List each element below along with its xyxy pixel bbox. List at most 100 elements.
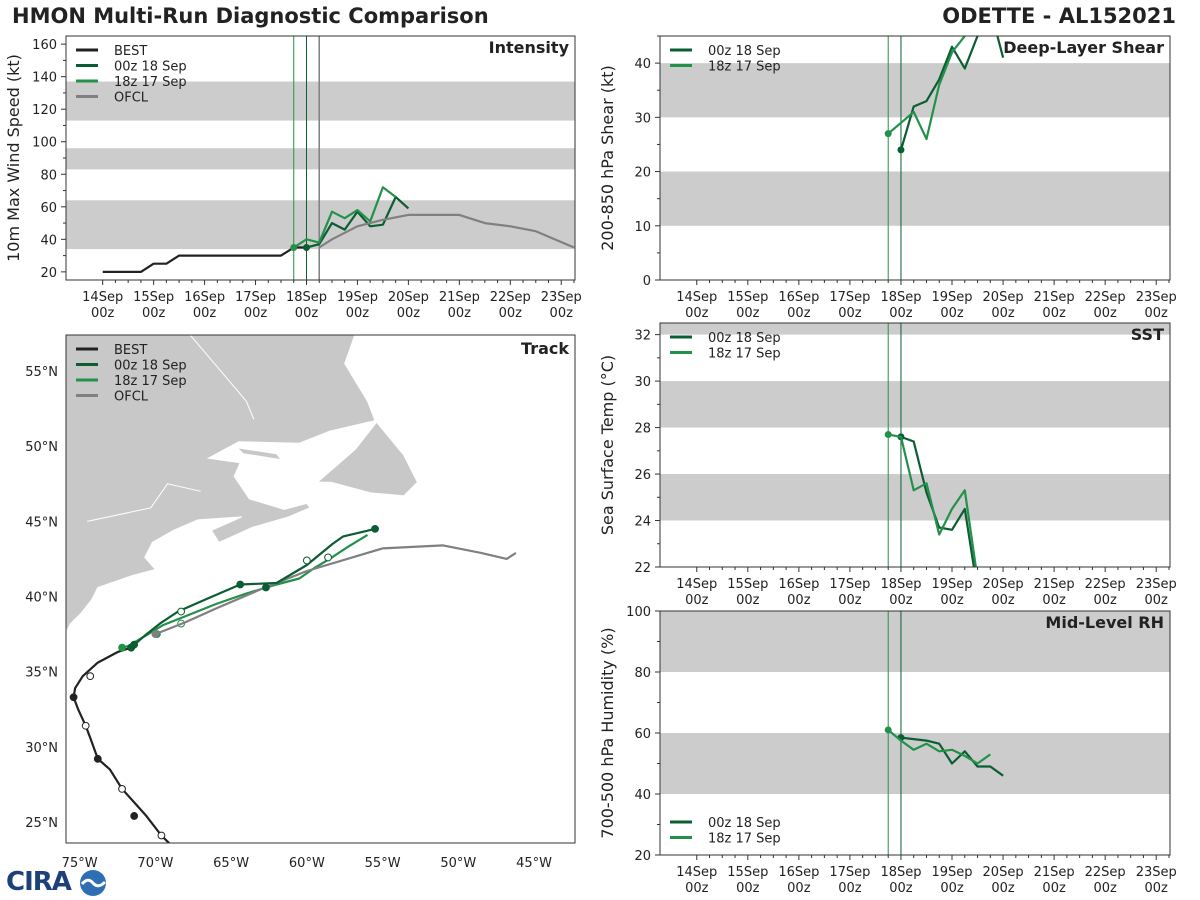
shear-xtick-day: 17Sep: [829, 290, 870, 305]
rh-xtick-day: 18Sep: [880, 865, 921, 880]
intensity-ytick-label: 120: [32, 103, 57, 118]
shear-ytick-label: 20: [634, 166, 651, 181]
sst-panel: 22242628303214Sep00z15Sep00z16Sep00z17Se…: [598, 322, 1177, 608]
rh-xtick-day: 20Sep: [983, 865, 1024, 880]
track-lon-label: 60°W: [289, 856, 325, 871]
intensity-ylabel: 10m Max Wind Speed (kt): [4, 54, 23, 262]
rh-ylabel: 700-500 hPa Humidity (%): [598, 627, 617, 838]
rh-xtick-hour: 00z: [787, 881, 811, 896]
rh-xtick-hour: 00z: [838, 881, 862, 896]
track-title: Track: [521, 339, 569, 358]
track-legend-label-run_00z: 00z 18 Sep: [114, 359, 187, 374]
rh-point-run_18z: [884, 726, 892, 734]
sst-xtick-hour: 00z: [889, 593, 913, 608]
intensity-xtick-hour: 00z: [346, 306, 370, 321]
rh-ytick-label: 20: [634, 849, 651, 864]
intensity-xtick-day: 22Sep: [490, 290, 531, 305]
land-border: [87, 483, 201, 522]
track-lat-label: 50°N: [25, 440, 58, 455]
rh-xtick-hour: 00z: [1042, 881, 1066, 896]
intensity-series-ofcl: [318, 213, 575, 249]
intensity-xtick-day: 14Sep: [82, 290, 123, 305]
page-title: HMON Multi-Run Diagnostic Comparison: [12, 4, 489, 28]
rh-title: Mid-Level RH: [1045, 613, 1164, 632]
intensity-xtick-hour: 00z: [244, 306, 268, 321]
globe-icon: [80, 870, 107, 896]
shear-point-run_18z: [884, 130, 892, 138]
sst-xtick-hour: 00z: [991, 593, 1015, 608]
track-point-run_00z: [130, 640, 139, 649]
rh-xtick-hour: 00z: [736, 881, 760, 896]
sst-xtick-day: 18Sep: [880, 577, 921, 592]
track-point-run_00z: [177, 607, 186, 616]
shear-ylabel: 200-850 hPa Shear (kt): [598, 65, 617, 251]
intensity-point-run_18z: [290, 243, 298, 251]
intensity-xtick-hour: 00z: [499, 306, 523, 321]
sst-title: SST: [1131, 325, 1164, 344]
intensity-legend-label-best: BEST: [114, 44, 147, 59]
intensity-ytick-label: 60: [40, 201, 57, 216]
shear-band-1: [660, 63, 1170, 118]
sst-band-0: [660, 474, 1170, 521]
intensity-xtick-day: 20Sep: [388, 290, 429, 305]
track-point-run_00z: [236, 580, 245, 589]
shear-title: Deep-Layer Shear: [1003, 38, 1164, 57]
shear-xtick-day: 23Sep: [1136, 290, 1177, 305]
track-lat-label: 45°N: [25, 515, 58, 530]
land-anticosti: [235, 446, 283, 461]
rh-legend-label-run_00z: 00z 18 Sep: [708, 816, 781, 831]
intensity-xtick-day: 21Sep: [439, 290, 480, 305]
rh-xtick-hour: 00z: [685, 881, 709, 896]
shear-frame: [659, 35, 1171, 281]
intensity-xtick-hour: 00z: [295, 306, 319, 321]
intensity-ytick-label: 100: [32, 136, 57, 151]
intensity-series-run_18z: [293, 186, 397, 249]
sst-frame: [659, 322, 1171, 568]
sst-series-run_18z: [887, 433, 977, 567]
sst-ytick-label: 26: [634, 468, 651, 483]
shear-xtick-hour: 00z: [838, 306, 862, 321]
rh-ytick-label: 40: [634, 788, 651, 803]
rh-panel: 2040608010014Sep00z15Sep00z16Sep00z17Sep…: [598, 605, 1177, 896]
track-point-run_18z: [118, 643, 126, 652]
intensity-xtick-day: 15Sep: [133, 290, 174, 305]
shear-panel: 01020304014Sep00z15Sep00z16Sep00z17Sep00…: [598, 35, 1177, 321]
intensity-xtick-day: 18Sep: [286, 290, 327, 305]
sst-point-run_18z: [884, 431, 892, 439]
track-lon-label: 70°W: [137, 856, 173, 871]
rh-series-run_18z: [887, 729, 991, 765]
sst-ylabel: Sea Surface Temp (°C): [598, 355, 617, 535]
shear-xtick-day: 15Sep: [727, 290, 768, 305]
track-legend-label-run_18z: 18z 17 Sep: [114, 374, 187, 389]
sst-xtick-day: 15Sep: [727, 577, 768, 592]
cira-logo-text: CIRA: [6, 867, 72, 897]
track-line-best: [72, 646, 171, 843]
intensity-xtick-hour: 00z: [142, 306, 166, 321]
intensity-title: Intensity: [489, 38, 570, 57]
sst-xtick-hour: 00z: [787, 593, 811, 608]
sst-xtick-hour: 00z: [685, 593, 709, 608]
shear-xtick-hour: 00z: [991, 306, 1015, 321]
track-lon-label: 65°W: [213, 856, 249, 871]
track-lon-label: 55°W: [365, 856, 401, 871]
rh-xtick-day: 15Sep: [727, 865, 768, 880]
land-border: [189, 335, 255, 420]
shear-xtick-hour: 00z: [787, 306, 811, 321]
intensity-ytick-label: 40: [40, 233, 57, 248]
shear-xtick-hour: 00z: [736, 306, 760, 321]
shear-xtick-day: 19Sep: [931, 290, 972, 305]
intensity-band-1: [66, 148, 575, 170]
intensity-xtick-hour: 00z: [91, 306, 115, 321]
shear-ytick-label: 40: [634, 57, 651, 72]
rh-ytick-label: 100: [626, 605, 651, 620]
sst-band-2: [660, 323, 1170, 335]
rh-xtick-day: 23Sep: [1136, 865, 1177, 880]
sst-xtick-day: 23Sep: [1136, 577, 1177, 592]
intensity-xtick-day: 23Sep: [541, 290, 582, 305]
sst-xtick-day: 20Sep: [983, 577, 1024, 592]
sst-ytick-label: 24: [634, 515, 651, 530]
track-point-best: [69, 693, 78, 702]
shear-legend-label-run_00z: 00z 18 Sep: [708, 44, 781, 59]
rh-xtick-hour: 00z: [940, 881, 964, 896]
